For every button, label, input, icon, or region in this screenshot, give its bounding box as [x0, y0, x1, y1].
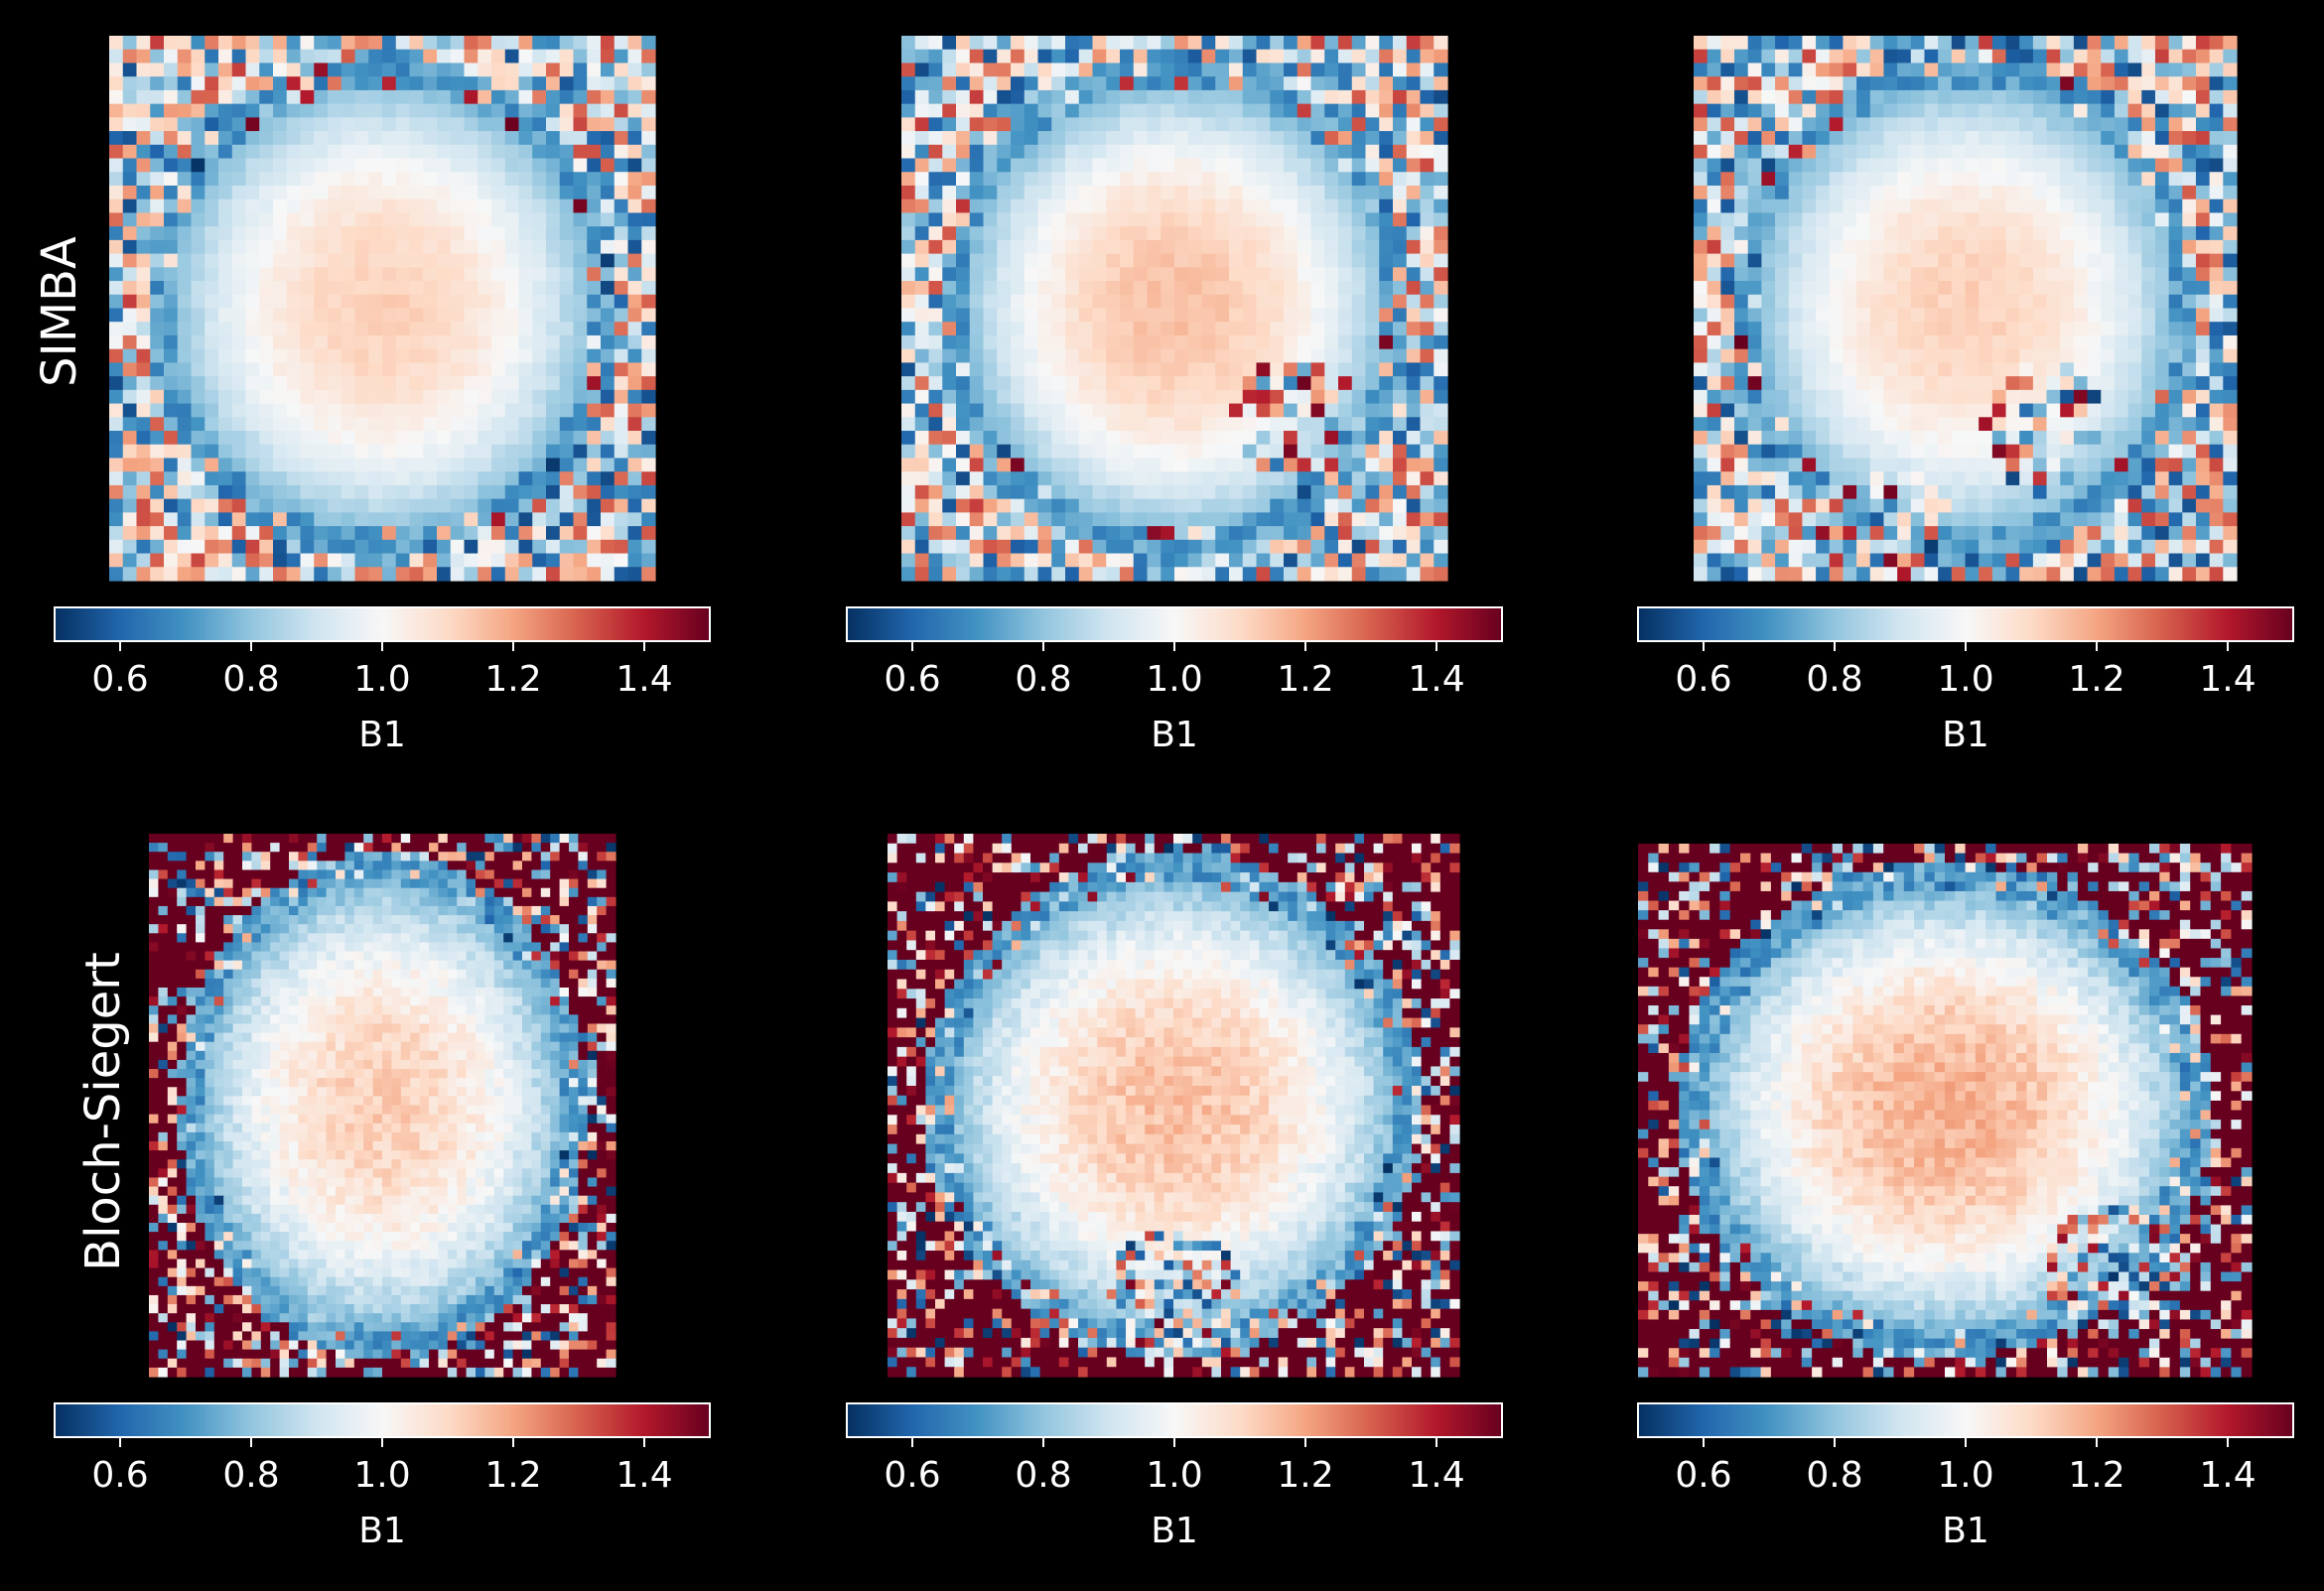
heatmap-panel-6 [1638, 844, 2253, 1378]
colorbar-tick-label: 1.2 [2068, 1455, 2124, 1496]
colorbar-tick-label: 1.2 [2068, 659, 2124, 700]
colorbar-gradient [846, 1402, 1503, 1438]
colorbar-tick-label: 0.6 [91, 659, 148, 700]
colorbar-label: B1 [1942, 715, 1989, 755]
colorbar-tick-label: 0.8 [1015, 659, 1071, 700]
colorbar-tick-label: 0.8 [1806, 659, 1862, 700]
colorbar-label: B1 [358, 1511, 406, 1551]
heatmap-panel-1 [109, 36, 656, 582]
colorbar-tick-label: 1.0 [1937, 659, 1993, 700]
heatmap-panel-3 [1694, 36, 2238, 582]
row-label-simba: SIMBA [32, 236, 87, 387]
colorbar-tick-label: 0.6 [884, 659, 940, 700]
colorbar-tick-label: 1.0 [1146, 1455, 1202, 1496]
colorbar-tick-label: 1.4 [615, 659, 672, 700]
panels [109, 36, 2253, 1378]
colorbar-tick-label: 1.4 [615, 1455, 672, 1496]
colorbar-tick-label: 1.2 [484, 1455, 541, 1496]
colorbar-gradient [1637, 1402, 2294, 1438]
colorbar-tick-label: 0.8 [1806, 1455, 1862, 1496]
colorbar-tick-label: 1.2 [1277, 659, 1333, 700]
colorbar-1: 0.6 0.8 1.0 1.2 1.4 B1 [54, 606, 711, 755]
colorbar-tick-label: 0.8 [1015, 1455, 1071, 1496]
colorbar-gradient [1637, 606, 2294, 642]
colorbar-tick-label: 0.6 [884, 1455, 940, 1496]
colorbars: 0.6 0.8 1.0 1.2 1.4 B1 0.6 0.8 1.0 1.2 1.4 B1 0.6 0.8… [54, 606, 2294, 1551]
heatmap-panel-4 [149, 834, 616, 1378]
colorbar-gradient [846, 606, 1503, 642]
colorbar-tick-label: 0.6 [1675, 659, 1731, 700]
colorbar-tick-label: 1.0 [1937, 1455, 1993, 1496]
colorbar-tick-label: 1.4 [2199, 1455, 2256, 1496]
colorbar-5: 0.6 0.8 1.0 1.2 1.4 B1 [846, 1402, 1503, 1551]
colorbar-3: 0.6 0.8 1.0 1.2 1.4 B1 [1637, 606, 2294, 755]
colorbar-gradient [54, 1402, 711, 1438]
colorbar-label: B1 [1942, 1511, 1989, 1551]
colorbar-tick-label: 0.6 [91, 1455, 148, 1496]
colorbar-tick-label: 1.4 [1408, 659, 1464, 700]
colorbar-6: 0.6 0.8 1.0 1.2 1.4 B1 [1637, 1402, 2294, 1551]
colorbar-tick-label: 0.6 [1675, 1455, 1731, 1496]
colorbar-tick-label: 0.8 [222, 1455, 279, 1496]
colorbar-label: B1 [1151, 1511, 1198, 1551]
colorbar-gradient [54, 606, 711, 642]
heatmap-panel-2 [901, 36, 1448, 582]
colorbar-tick-label: 0.8 [222, 659, 279, 700]
colorbar-tick-label: 1.2 [1277, 1455, 1333, 1496]
colorbar-tick-label: 1.4 [2199, 659, 2256, 700]
colorbar-4: 0.6 0.8 1.0 1.2 1.4 B1 [54, 1402, 711, 1551]
colorbar-label: B1 [1151, 715, 1198, 755]
heatmap-panel-5 [888, 834, 1460, 1378]
colorbar-2: 0.6 0.8 1.0 1.2 1.4 B1 [846, 606, 1503, 755]
row-label-bloch-siegert: Bloch-Siegert [75, 952, 131, 1271]
colorbar-tick-label: 1.0 [353, 659, 410, 700]
colorbar-tick-label: 1.0 [353, 1455, 410, 1496]
colorbar-label: B1 [358, 715, 406, 755]
colorbar-tick-label: 1.0 [1146, 659, 1202, 700]
colorbar-tick-label: 1.2 [484, 659, 541, 700]
colorbar-tick-label: 1.4 [1408, 1455, 1464, 1496]
